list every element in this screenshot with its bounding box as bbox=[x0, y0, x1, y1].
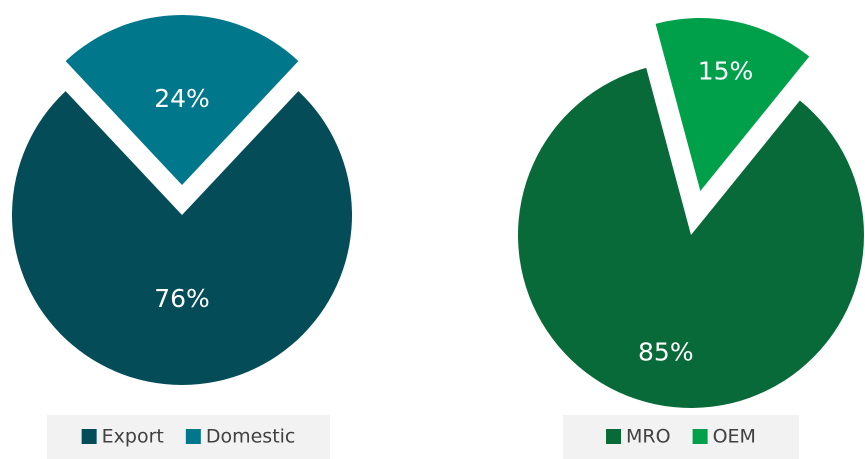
legend-item: Export bbox=[81, 426, 164, 448]
legend-item: Domestic bbox=[185, 426, 296, 448]
value-label: 24% bbox=[154, 84, 210, 113]
legend-swatch bbox=[692, 429, 708, 444]
legend-swatch bbox=[185, 429, 201, 444]
legend-swatch bbox=[606, 429, 622, 444]
legend-swatch bbox=[81, 429, 97, 444]
legend-label: MRO bbox=[626, 426, 671, 448]
legend-item: MRO bbox=[606, 426, 671, 448]
legend-label: Export bbox=[102, 426, 164, 448]
pie-slice bbox=[65, 15, 299, 186]
legend-label: Domestic bbox=[206, 426, 296, 448]
value-label: 76% bbox=[154, 284, 210, 313]
pie-slice bbox=[12, 91, 353, 386]
pie-slice bbox=[655, 17, 810, 191]
value-label: 85% bbox=[638, 337, 694, 366]
value-label: 15% bbox=[698, 57, 754, 86]
legend-box bbox=[563, 415, 799, 459]
legend-item: OEM bbox=[692, 426, 756, 448]
pie-slice bbox=[517, 67, 864, 408]
legend-label: OEM bbox=[713, 426, 756, 448]
